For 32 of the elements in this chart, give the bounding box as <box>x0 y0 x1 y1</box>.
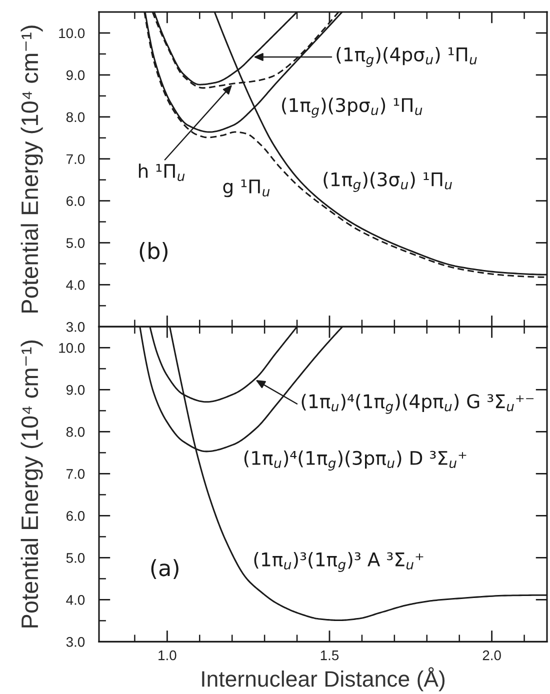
annotation: h ¹Π$_{u}$ <box>138 164 185 182</box>
y-tick-label: 3.0 <box>66 637 85 647</box>
y-tick-label: 10.0 <box>59 28 85 38</box>
y-axis-title: Potential Energy (10⁴ cm⁻¹) <box>20 26 43 313</box>
annotation: (1π$_{g}$)(3pσ$_{u}$) ¹Π$_{u}$ <box>282 98 422 118</box>
annotation: (1π$_{g}$)(4pσ$_{u}$) ¹Π$_{u}$ <box>336 46 477 68</box>
annotation: (a) <box>151 559 178 579</box>
y-tick-label: 6.0 <box>66 511 85 521</box>
y-tick-label: 7.0 <box>66 154 85 164</box>
x-axis-title: Internuclear Distance (Å) <box>202 667 445 692</box>
y-tick-label: 7.0 <box>66 469 85 479</box>
y-tick-label: 9.0 <box>66 385 85 395</box>
x-tick-label: 1.5 <box>320 650 339 660</box>
y-tick-label: 4.0 <box>66 280 85 290</box>
y-tick-label: 10.0 <box>59 343 85 353</box>
y-tick-label: 8.0 <box>66 427 85 437</box>
y-tick-label: 5.0 <box>66 238 85 248</box>
y-tick-label: 8.0 <box>66 112 85 122</box>
text: (1π$_{u}$)⁴(1π$_{g}$)(4pπ$_{u}$) G ³Σ$_{u}$⁺⁻ <box>302 394 534 414</box>
y-tick-label: 3.0 <box>66 322 85 332</box>
annotation: (b) <box>140 242 168 262</box>
annotation: g ¹Π$_{u}$ <box>223 179 270 198</box>
y-tick-label: 9.0 <box>66 70 85 80</box>
x-tick-label: 2.0 <box>482 650 501 660</box>
annotation: (1π$_{g}$)(3σ$_{u}$) ¹Π$_{u}$ <box>324 172 452 192</box>
annotation: (1π$_{u}$)³(1π$_{g}$)³ A ³Σ$_{u}$⁺ <box>254 552 424 572</box>
x-tick-label: 1.0 <box>158 650 176 660</box>
y-tick-label: 6.0 <box>66 196 85 206</box>
y-tick-label: 4.0 <box>66 595 85 605</box>
y-tick-label: 5.0 <box>66 553 85 563</box>
y-axis-title: Potential Energy (10⁴ cm⁻¹) <box>20 340 43 628</box>
text: (1π$_{u}$)⁴(1π$_{g}$)(3pπ$_{u}$) D ³Σ$_{u}$⁺ <box>244 450 466 471</box>
